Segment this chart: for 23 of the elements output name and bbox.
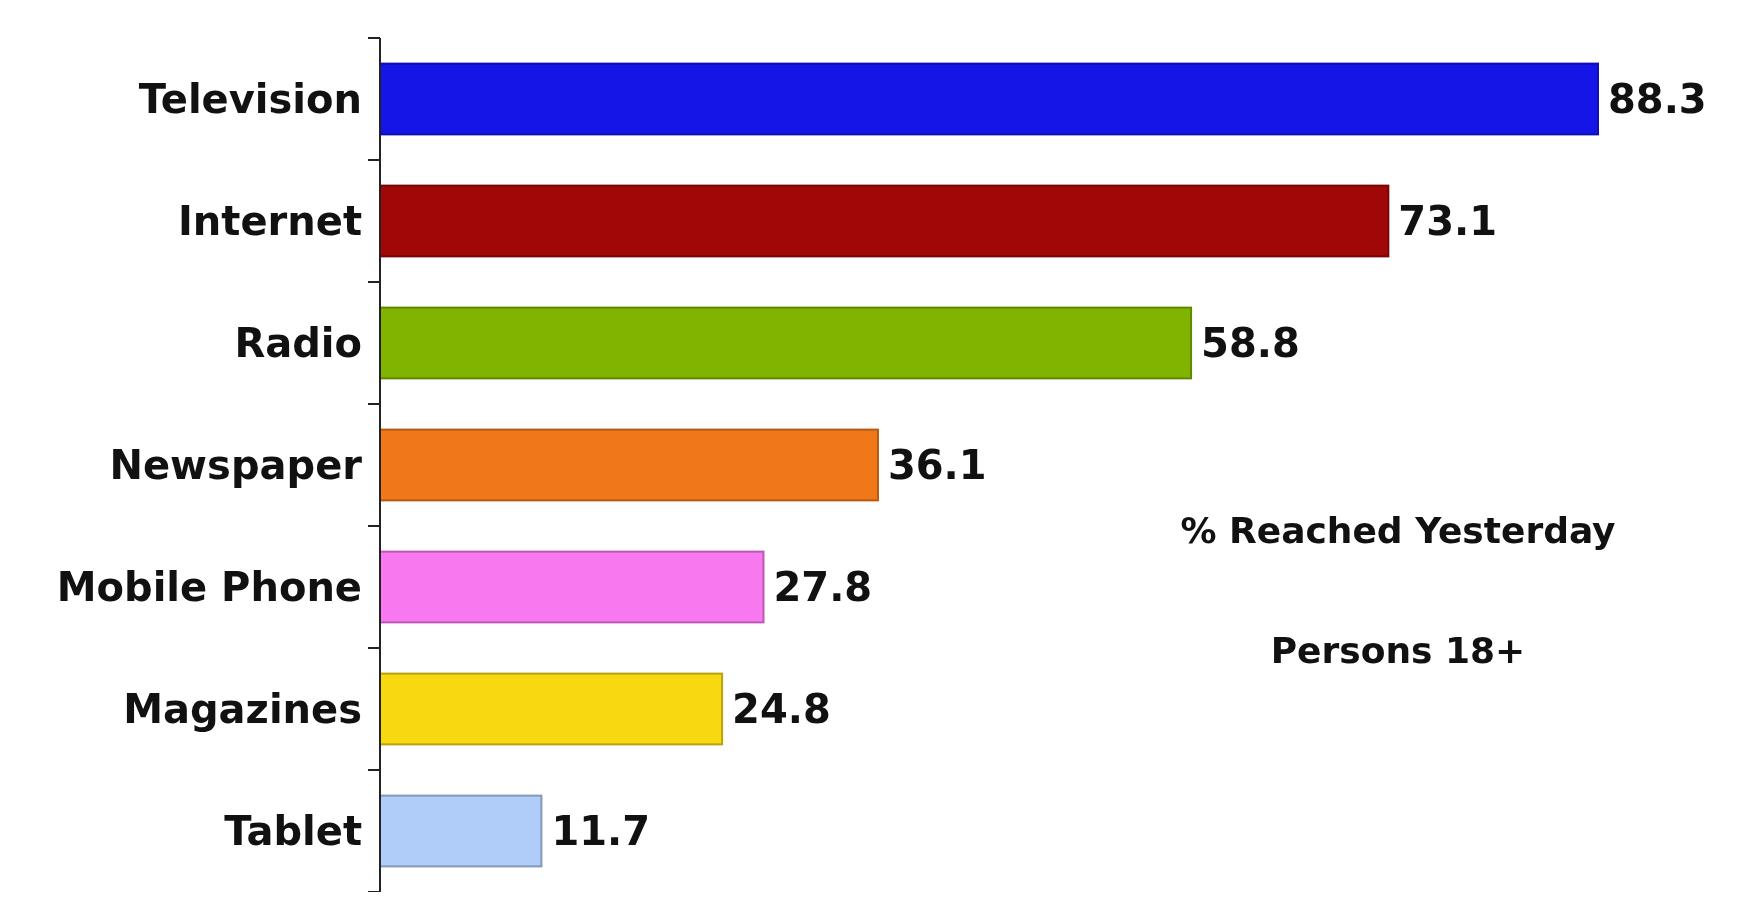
bar (379, 184, 1390, 258)
annotation: % Reached Yesterday (1180, 510, 1616, 551)
annotation: Persons 18+ (1270, 630, 1526, 671)
y-tick-label: Tablet (224, 808, 362, 854)
data-label: 73.1 (1398, 198, 1498, 244)
bar (379, 306, 1193, 380)
data-label: 58.8 (1201, 320, 1300, 366)
y-tick-label: Television (138, 76, 362, 122)
y-tick-label: Newspaper (109, 442, 363, 488)
data-label: 24.8 (732, 686, 831, 732)
y-tick-label: Magazines (123, 686, 362, 732)
bar (379, 794, 543, 868)
bar (379, 62, 1599, 136)
y-tick-label: Mobile Phone (56, 564, 362, 610)
data-label: 11.7 (551, 808, 651, 854)
data-label: 36.1 (887, 442, 987, 488)
bar (379, 672, 724, 746)
y-tick-label: Internet (177, 198, 362, 244)
data-label: 88.3 (1608, 76, 1707, 122)
data-label: 27.8 (773, 564, 873, 610)
bar (379, 550, 765, 624)
y-tick-label: Radio (234, 320, 362, 366)
bar (379, 428, 879, 502)
